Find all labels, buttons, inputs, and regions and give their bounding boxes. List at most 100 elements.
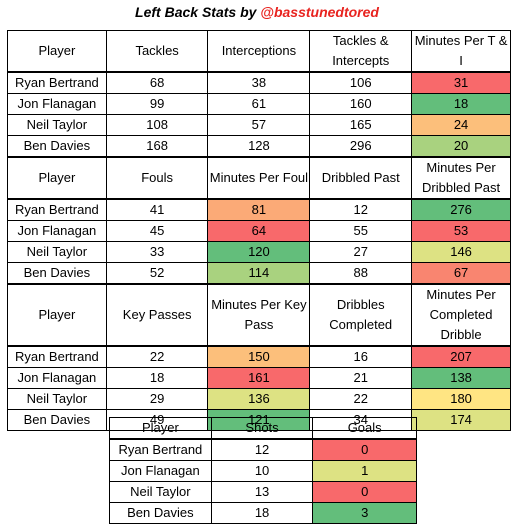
title-handle: @basstunedtored bbox=[260, 4, 379, 20]
table-row: Ryan Bertrand 41 81 12 276 bbox=[7, 198, 511, 221]
value-cell: 168 bbox=[105, 135, 209, 158]
table-row: Jon Flanagan 99 61 160 18 bbox=[7, 93, 511, 115]
value-cell: 165 bbox=[309, 114, 413, 136]
value-cell: 108 bbox=[105, 114, 209, 136]
page-title: Left Back Stats by @basstunedtored bbox=[0, 4, 514, 20]
player-cell: Jon Flanagan bbox=[109, 460, 212, 482]
header-cell: Dribbles Completed bbox=[309, 283, 413, 347]
heat-cell: 114 bbox=[207, 262, 311, 285]
value-cell: 55 bbox=[309, 220, 413, 242]
heat-cell: 0 bbox=[312, 481, 417, 503]
heat-cell: 174 bbox=[411, 409, 511, 431]
player-cell: Ben Davies bbox=[7, 409, 107, 431]
value-cell: 52 bbox=[105, 262, 209, 285]
table-row: Ben Davies 168 128 296 20 bbox=[7, 135, 511, 158]
table-row: Ryan Bertrand 22 150 16 207 bbox=[7, 345, 511, 368]
table-row: Ben Davies 18 3 bbox=[109, 502, 417, 524]
header-cell: Minutes Per T & I bbox=[411, 30, 511, 73]
value-cell: 22 bbox=[105, 345, 209, 368]
value-cell: 22 bbox=[309, 388, 413, 410]
player-cell: Ryan Bertrand bbox=[109, 438, 212, 461]
heat-cell: 136 bbox=[207, 388, 311, 410]
heat-cell: 53 bbox=[411, 220, 511, 242]
title-prefix: Left Back Stats by bbox=[135, 4, 261, 20]
header-cell: Tackles & Intercepts bbox=[309, 30, 413, 73]
player-cell: Ryan Bertrand bbox=[7, 198, 107, 221]
header-cell: Minutes Per Completed Dribble bbox=[411, 283, 511, 347]
value-cell: 296 bbox=[309, 135, 413, 158]
table-row: Ben Davies 52 114 88 67 bbox=[7, 262, 511, 285]
header-row: Player Key Passes Minutes Per Key Pass D… bbox=[7, 283, 511, 347]
value-cell: 21 bbox=[309, 367, 413, 389]
value-cell: 16 bbox=[309, 345, 413, 368]
heat-cell: 138 bbox=[411, 367, 511, 389]
value-cell: 41 bbox=[105, 198, 209, 221]
heat-cell: 3 bbox=[312, 502, 417, 524]
header-cell: Player bbox=[7, 30, 107, 73]
header-cell: Key Passes bbox=[105, 283, 209, 347]
player-cell: Neil Taylor bbox=[7, 114, 107, 136]
heat-cell: 146 bbox=[411, 241, 511, 263]
shots-goals-table: Player Shots Goals Ryan Bertrand 12 0 Jo… bbox=[109, 417, 417, 524]
table-row: Ryan Bertrand 12 0 bbox=[109, 438, 417, 461]
header-cell: Dribbled Past bbox=[309, 156, 413, 200]
player-cell: Ben Davies bbox=[7, 135, 107, 158]
player-cell: Neil Taylor bbox=[7, 388, 107, 410]
heat-cell: 24 bbox=[411, 114, 511, 136]
heat-cell: 64 bbox=[207, 220, 311, 242]
heat-cell: 150 bbox=[207, 345, 311, 368]
table-row: Neil Taylor 29 136 22 180 bbox=[7, 388, 511, 410]
player-cell: Neil Taylor bbox=[109, 481, 212, 503]
table-row: Jon Flanagan 18 161 21 138 bbox=[7, 367, 511, 389]
value-cell: 33 bbox=[105, 241, 209, 263]
header-cell: Fouls bbox=[105, 156, 209, 200]
player-cell: Ryan Bertrand bbox=[7, 345, 107, 368]
value-cell: 99 bbox=[105, 93, 209, 115]
value-cell: 160 bbox=[309, 93, 413, 115]
value-cell: 128 bbox=[207, 135, 311, 158]
header-cell: Shots bbox=[210, 417, 314, 440]
table-row: Neil Taylor 108 57 165 24 bbox=[7, 114, 511, 136]
value-cell: 88 bbox=[309, 262, 413, 285]
header-row: Player Fouls Minutes Per Foul Dribbled P… bbox=[7, 156, 511, 200]
table-row: Neil Taylor 33 120 27 146 bbox=[7, 241, 511, 263]
header-row: Player Shots Goals bbox=[109, 417, 417, 440]
value-cell: 106 bbox=[309, 71, 413, 94]
heat-cell: 207 bbox=[411, 345, 511, 368]
heat-cell: 0 bbox=[312, 438, 417, 461]
table-row: Neil Taylor 13 0 bbox=[109, 481, 417, 503]
table-row: Ryan Bertrand 68 38 106 31 bbox=[7, 71, 511, 94]
left-back-stats-table: Player Tackles Interceptions Tackles & I… bbox=[7, 30, 511, 431]
header-cell: Minutes Per Dribbled Past bbox=[411, 156, 511, 200]
header-cell: Player bbox=[7, 283, 107, 347]
heat-cell: 81 bbox=[207, 198, 311, 221]
player-cell: Ben Davies bbox=[109, 502, 212, 524]
player-cell: Jon Flanagan bbox=[7, 220, 107, 242]
player-cell: Ryan Bertrand bbox=[7, 71, 107, 94]
player-cell: Ben Davies bbox=[7, 262, 107, 285]
value-cell: 45 bbox=[105, 220, 209, 242]
value-cell: 61 bbox=[207, 93, 311, 115]
header-cell: Goals bbox=[312, 417, 417, 440]
heat-cell: 20 bbox=[411, 135, 511, 158]
value-cell: 13 bbox=[210, 481, 314, 503]
heat-cell: 276 bbox=[411, 198, 511, 221]
player-cell: Jon Flanagan bbox=[7, 93, 107, 115]
player-cell: Neil Taylor bbox=[7, 241, 107, 263]
heat-cell: 161 bbox=[207, 367, 311, 389]
value-cell: 10 bbox=[210, 460, 314, 482]
value-cell: 38 bbox=[207, 71, 311, 94]
header-cell: Interceptions bbox=[207, 30, 311, 73]
value-cell: 57 bbox=[207, 114, 311, 136]
value-cell: 12 bbox=[309, 198, 413, 221]
heat-cell: 120 bbox=[207, 241, 311, 263]
value-cell: 12 bbox=[210, 438, 314, 461]
header-cell: Minutes Per Key Pass bbox=[207, 283, 311, 347]
value-cell: 18 bbox=[210, 502, 314, 524]
value-cell: 27 bbox=[309, 241, 413, 263]
header-cell: Tackles bbox=[105, 30, 209, 73]
header-cell: Player bbox=[109, 417, 212, 440]
player-cell: Jon Flanagan bbox=[7, 367, 107, 389]
value-cell: 29 bbox=[105, 388, 209, 410]
value-cell: 68 bbox=[105, 71, 209, 94]
